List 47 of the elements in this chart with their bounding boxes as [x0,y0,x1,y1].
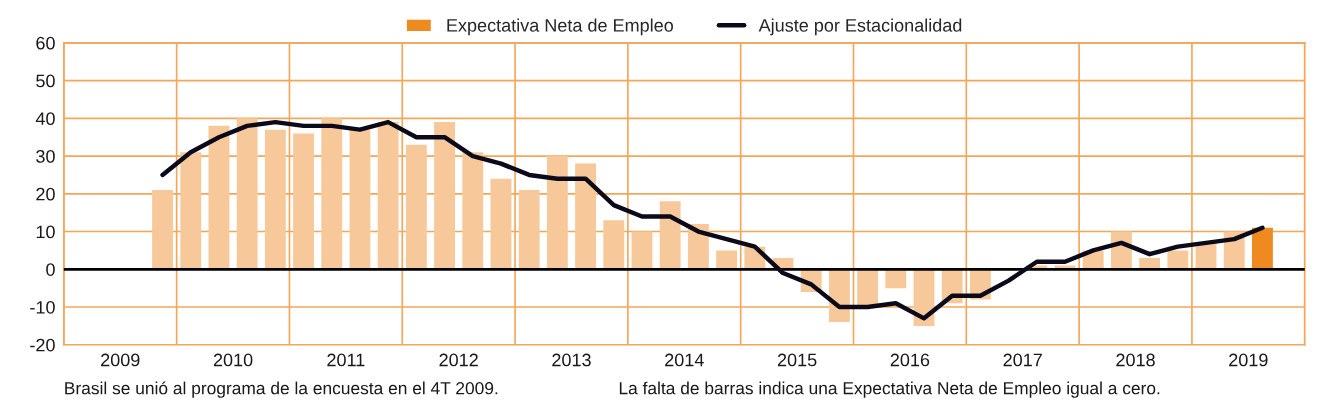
bar [1167,250,1189,270]
x-tick-label: 2018 [1116,353,1155,367]
x-tick-label: 2011 [327,353,365,367]
bar [321,118,343,270]
y-tick-label: -10 [30,300,55,314]
x-tick-label: 2009 [101,353,140,367]
bar [575,163,597,270]
x-tick-label: 2013 [552,353,591,367]
y-tick-label: 10 [36,225,55,239]
bar [208,125,230,270]
y-tick-label: 60 [36,36,55,50]
bar [152,190,173,270]
x-tick-label: 2017 [1003,353,1042,367]
y-tick-label: 30 [36,149,55,163]
y-tick-label: 50 [36,74,55,88]
bar [1251,227,1273,270]
x-tick-label: 2019 [1229,353,1268,367]
bar [546,156,568,270]
text: La falta de barras indica una Expectativa Neta de Empleo igual a cero. [619,381,1160,398]
y-tick-label: 0 [46,263,55,276]
bar [293,133,314,270]
legend-label: Ajuste por Estacionalidad [758,18,962,36]
bar [716,250,738,270]
bar [490,178,512,270]
line-series [160,119,1265,321]
x-tick-label: 2014 [665,353,704,367]
bar [603,220,625,270]
y-tick-label: 40 [35,112,55,126]
bar [462,152,484,270]
bar [434,122,455,270]
bar [405,144,427,270]
bar [631,231,653,270]
text: Brasil se unió al programa de la encuesta en el 4T 2009. [65,381,498,398]
bar [659,201,681,270]
x-tick-label: 2012 [439,353,478,367]
bar [180,152,202,270]
x-tick-label: 2010 [213,353,253,367]
legend-label: Expectativa Neta de Empleo [447,18,674,36]
x-tick-label: 2016 [890,353,930,367]
bar [377,122,399,270]
y-tick-label: 20 [36,187,55,201]
bar [236,118,258,270]
bar [349,129,371,270]
bar [264,129,286,270]
y-tick-label: -20 [30,338,55,352]
bar [518,190,540,270]
x-tick-label: 2015 [777,353,817,367]
